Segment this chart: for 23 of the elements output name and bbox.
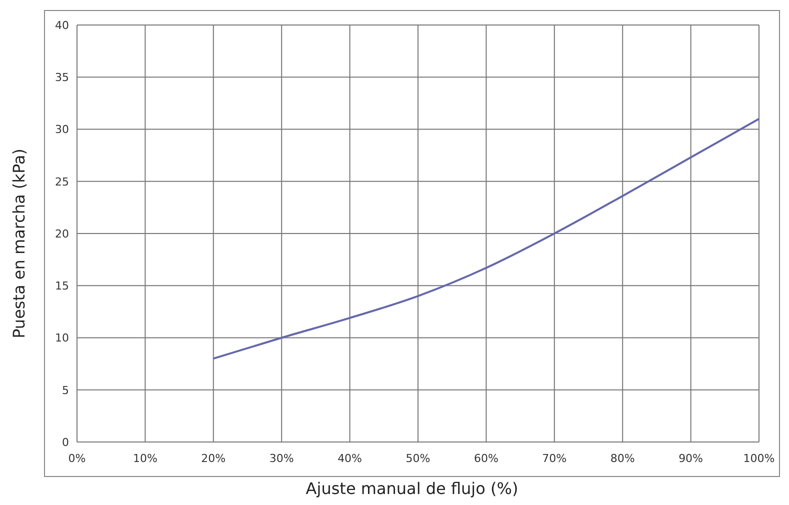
x-tick-label: 0% [68,452,86,465]
y-axis-title: Puesta en marcha (kPa) [10,148,29,338]
y-tick-label: 25 [55,175,69,188]
x-tick-label: 70% [542,452,567,465]
y-tick-label: 5 [62,384,69,397]
x-tick-label: 100% [743,452,775,465]
y-tick-label: 20 [55,227,69,240]
y-tick-label: 35 [55,71,69,84]
y-tick-label: 0 [62,436,69,449]
y-tick-label: 15 [55,280,69,293]
y-tick-label: 30 [55,123,69,136]
x-tick-label: 40% [338,452,362,465]
x-axis-title: Ajuste manual de flujo (%) [304,479,520,498]
y-tick-label: 40 [55,18,69,32]
x-tick-label: 10% [132,452,158,465]
x-tick-label: 50% [406,452,430,465]
y-tick-label: 10 [55,332,69,345]
line-series [212,118,759,360]
x-tick-label: 60% [474,452,498,465]
x-tick-label: 20% [201,452,226,465]
x-tick-label: 80% [610,452,635,465]
x-tick-label: 30% [269,452,294,465]
x-tick-label: 90% [678,452,704,465]
